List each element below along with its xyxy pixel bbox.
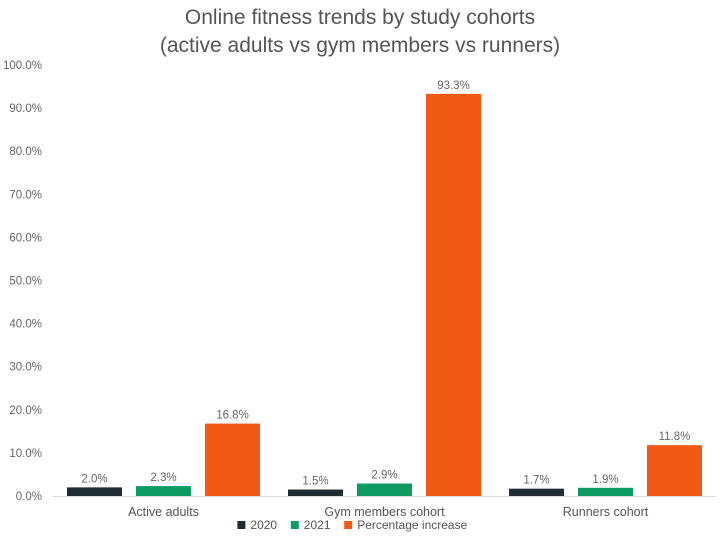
data-label: 11.8%: [659, 431, 691, 443]
legend-swatch: [344, 521, 353, 529]
bar-percentage-increase: [205, 423, 260, 496]
legend: 2020 2021 Percentage increase: [237, 518, 468, 532]
data-label: 2.9%: [371, 470, 397, 482]
legend-item-label: Percentage increase: [357, 518, 467, 532]
legend-swatch: [237, 521, 246, 529]
chart-subtitle: (active adults vs gym members vs runners…: [160, 34, 560, 57]
data-label: 2.0%: [81, 473, 107, 485]
bar-2021: [357, 483, 412, 496]
y-tick-label: 90.0%: [9, 103, 42, 115]
bar-percentage-increase: [426, 93, 481, 496]
plot-area: 2.0% 2.3% 16.8% 1.5% 2.9% 93.3% 1.7% 1.9% 11.8%: [67, 80, 702, 496]
y-tick-label: 50.0%: [9, 276, 42, 288]
x-category-label: Active adults: [128, 505, 199, 519]
y-tick-label: 80.0%: [9, 146, 42, 158]
legend-item-label: 2021: [304, 518, 331, 532]
x-category-label: Runners cohort: [563, 505, 649, 519]
data-label: 16.8%: [216, 410, 249, 422]
x-category-label: Gym members cohort: [324, 505, 445, 519]
y-tick-label: 100.0%: [3, 60, 42, 72]
y-tick-label: 30.0%: [9, 362, 42, 374]
bar-2020: [509, 488, 564, 496]
bar-2020: [67, 487, 122, 496]
bar-percentage-increase: [647, 445, 702, 496]
y-tick-label: 70.0%: [9, 189, 42, 201]
legend-item-label: 2020: [250, 518, 277, 532]
y-axis: 0.0% 10.0% 20.0% 30.0% 40.0% 50.0% 60.0% 70.0% 8…: [3, 60, 42, 503]
chart-title: Online fitness trends by study cohorts: [185, 6, 535, 29]
y-tick-label: 60.0%: [9, 232, 42, 244]
data-label: 1.7%: [523, 475, 549, 487]
data-label: 1.5%: [302, 476, 328, 488]
data-label: 93.3%: [437, 80, 470, 92]
bar-2021: [578, 487, 633, 496]
y-tick-label: 20.0%: [9, 405, 42, 417]
bar-2021: [136, 486, 191, 496]
y-tick-label: 40.0%: [9, 319, 42, 331]
x-axis: Active adults Gym members cohort Runners c…: [53, 496, 716, 519]
legend-swatch: [290, 521, 299, 529]
y-tick-label: 10.0%: [9, 448, 42, 460]
data-label: 1.9%: [592, 474, 618, 486]
y-tick-label: 0.0%: [16, 491, 42, 503]
bar-2020: [288, 489, 343, 496]
data-label: 2.3%: [150, 472, 176, 484]
